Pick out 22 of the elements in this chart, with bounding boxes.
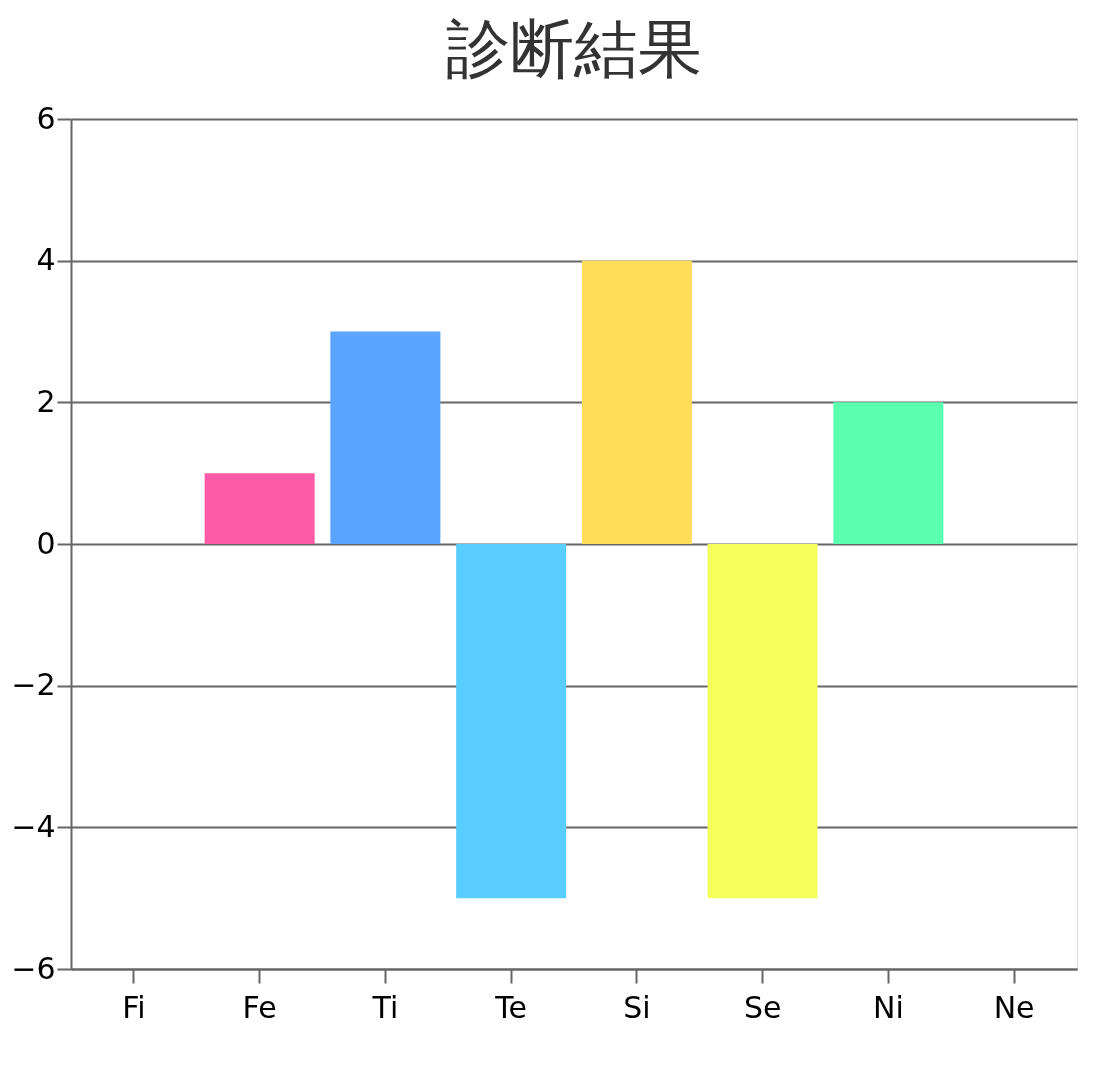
x-tick-label: Ne: [993, 989, 1035, 1025]
x-tick-label: Te: [494, 989, 527, 1025]
bar: [330, 331, 441, 544]
y-tick-label: −4: [11, 808, 56, 844]
bar: [833, 402, 944, 544]
x-tick-label: Se: [743, 989, 782, 1025]
bar: [204, 473, 315, 544]
bar: [456, 544, 567, 899]
y-tick-label: 4: [36, 242, 56, 278]
y-tick-label: 6: [36, 100, 56, 136]
x-tick-label: Si: [623, 989, 651, 1025]
y-tick-label: −2: [11, 667, 56, 703]
x-tick-label: Ti: [371, 989, 399, 1025]
y-tick-label: 2: [36, 383, 56, 419]
bar: [707, 544, 818, 899]
y-tick-label: 0: [36, 525, 56, 561]
bar: [581, 260, 692, 544]
chart-title: 診断結果: [446, 12, 702, 86]
x-tick-label: Ni: [872, 989, 904, 1025]
y-tick-label: −6: [11, 950, 56, 986]
x-tick-label: Fe: [242, 989, 277, 1025]
x-tick-label: Fi: [122, 989, 146, 1025]
